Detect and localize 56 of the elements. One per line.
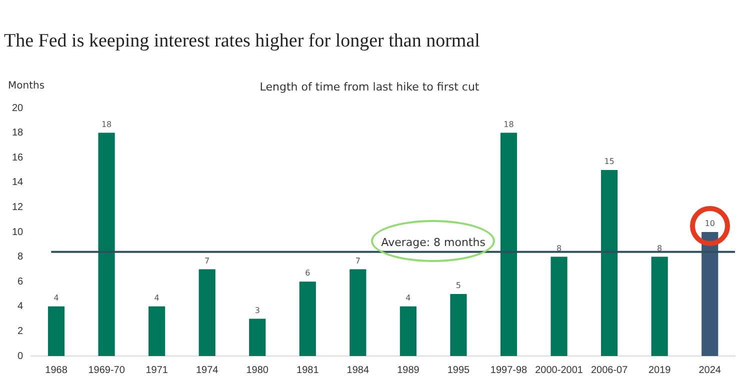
bar [198,269,216,356]
x-tick-label: 1984 [346,364,370,376]
x-tick-label: 1997-98 [490,364,528,376]
y-tick-label: 16 [12,152,24,164]
data-label: 4 [54,293,59,302]
x-tick-label: 1981 [296,364,320,376]
bar [550,256,568,356]
chart-subtitle: Length of time from last hike to first cut [260,80,480,94]
y-tick-label: 10 [12,226,24,238]
x-tick-label: 1980 [246,364,269,376]
y-tick-label: 6 [18,276,24,288]
data-label: 7 [204,256,210,266]
data-label: 5 [456,281,462,290]
data-label: 18 [504,120,514,129]
y-tick-label: 0 [18,350,24,362]
x-tick-label: 2024 [698,364,722,376]
ref-line-label: Average: 8 months [381,236,486,250]
x-tick-label: 1971 [146,364,168,376]
x-tick-label: 1989 [397,364,420,376]
bar [601,170,618,356]
data-label: 8 [657,244,662,253]
data-label: 10 [704,219,715,228]
data-label: 4 [406,293,411,302]
y-tick-label: 2 [18,326,24,337]
y-tick-label: 8 [18,252,24,263]
y-tick-label: 18 [12,128,24,139]
bar [98,132,115,356]
bar [350,269,366,356]
bar [249,318,266,356]
bar [450,294,467,356]
y-axis-title: Months [8,80,45,92]
y-tick-label: 20 [12,102,24,114]
bar [500,132,518,356]
bar [299,282,316,356]
x-tick-label: 2019 [648,364,672,376]
y-tick-label: 4 [18,301,24,312]
y-tick-label: 12 [12,202,24,213]
data-label: 18 [101,120,112,129]
data-label: 8 [556,244,562,253]
data-label: 15 [604,157,614,166]
bar [651,256,668,356]
data-label: 3 [254,306,260,315]
bar [400,306,416,356]
x-tick-label: 2000-2001 [535,364,584,376]
y-tick-label: 14 [12,177,24,188]
x-tick-label: 1968 [45,364,68,376]
bar [148,306,166,356]
x-tick-label: 1995 [447,364,470,376]
x-tick-label: 1974 [196,364,219,376]
bar [48,306,65,356]
x-tick-label: 1969-70 [88,364,126,376]
data-label: 4 [154,293,160,302]
data-label: 6 [305,268,310,278]
chart-title: The Fed is keeping interest rates higher for longer than normal [4,30,480,52]
data-label: 7 [355,256,360,266]
x-tick-label: 2006-07 [590,364,628,376]
